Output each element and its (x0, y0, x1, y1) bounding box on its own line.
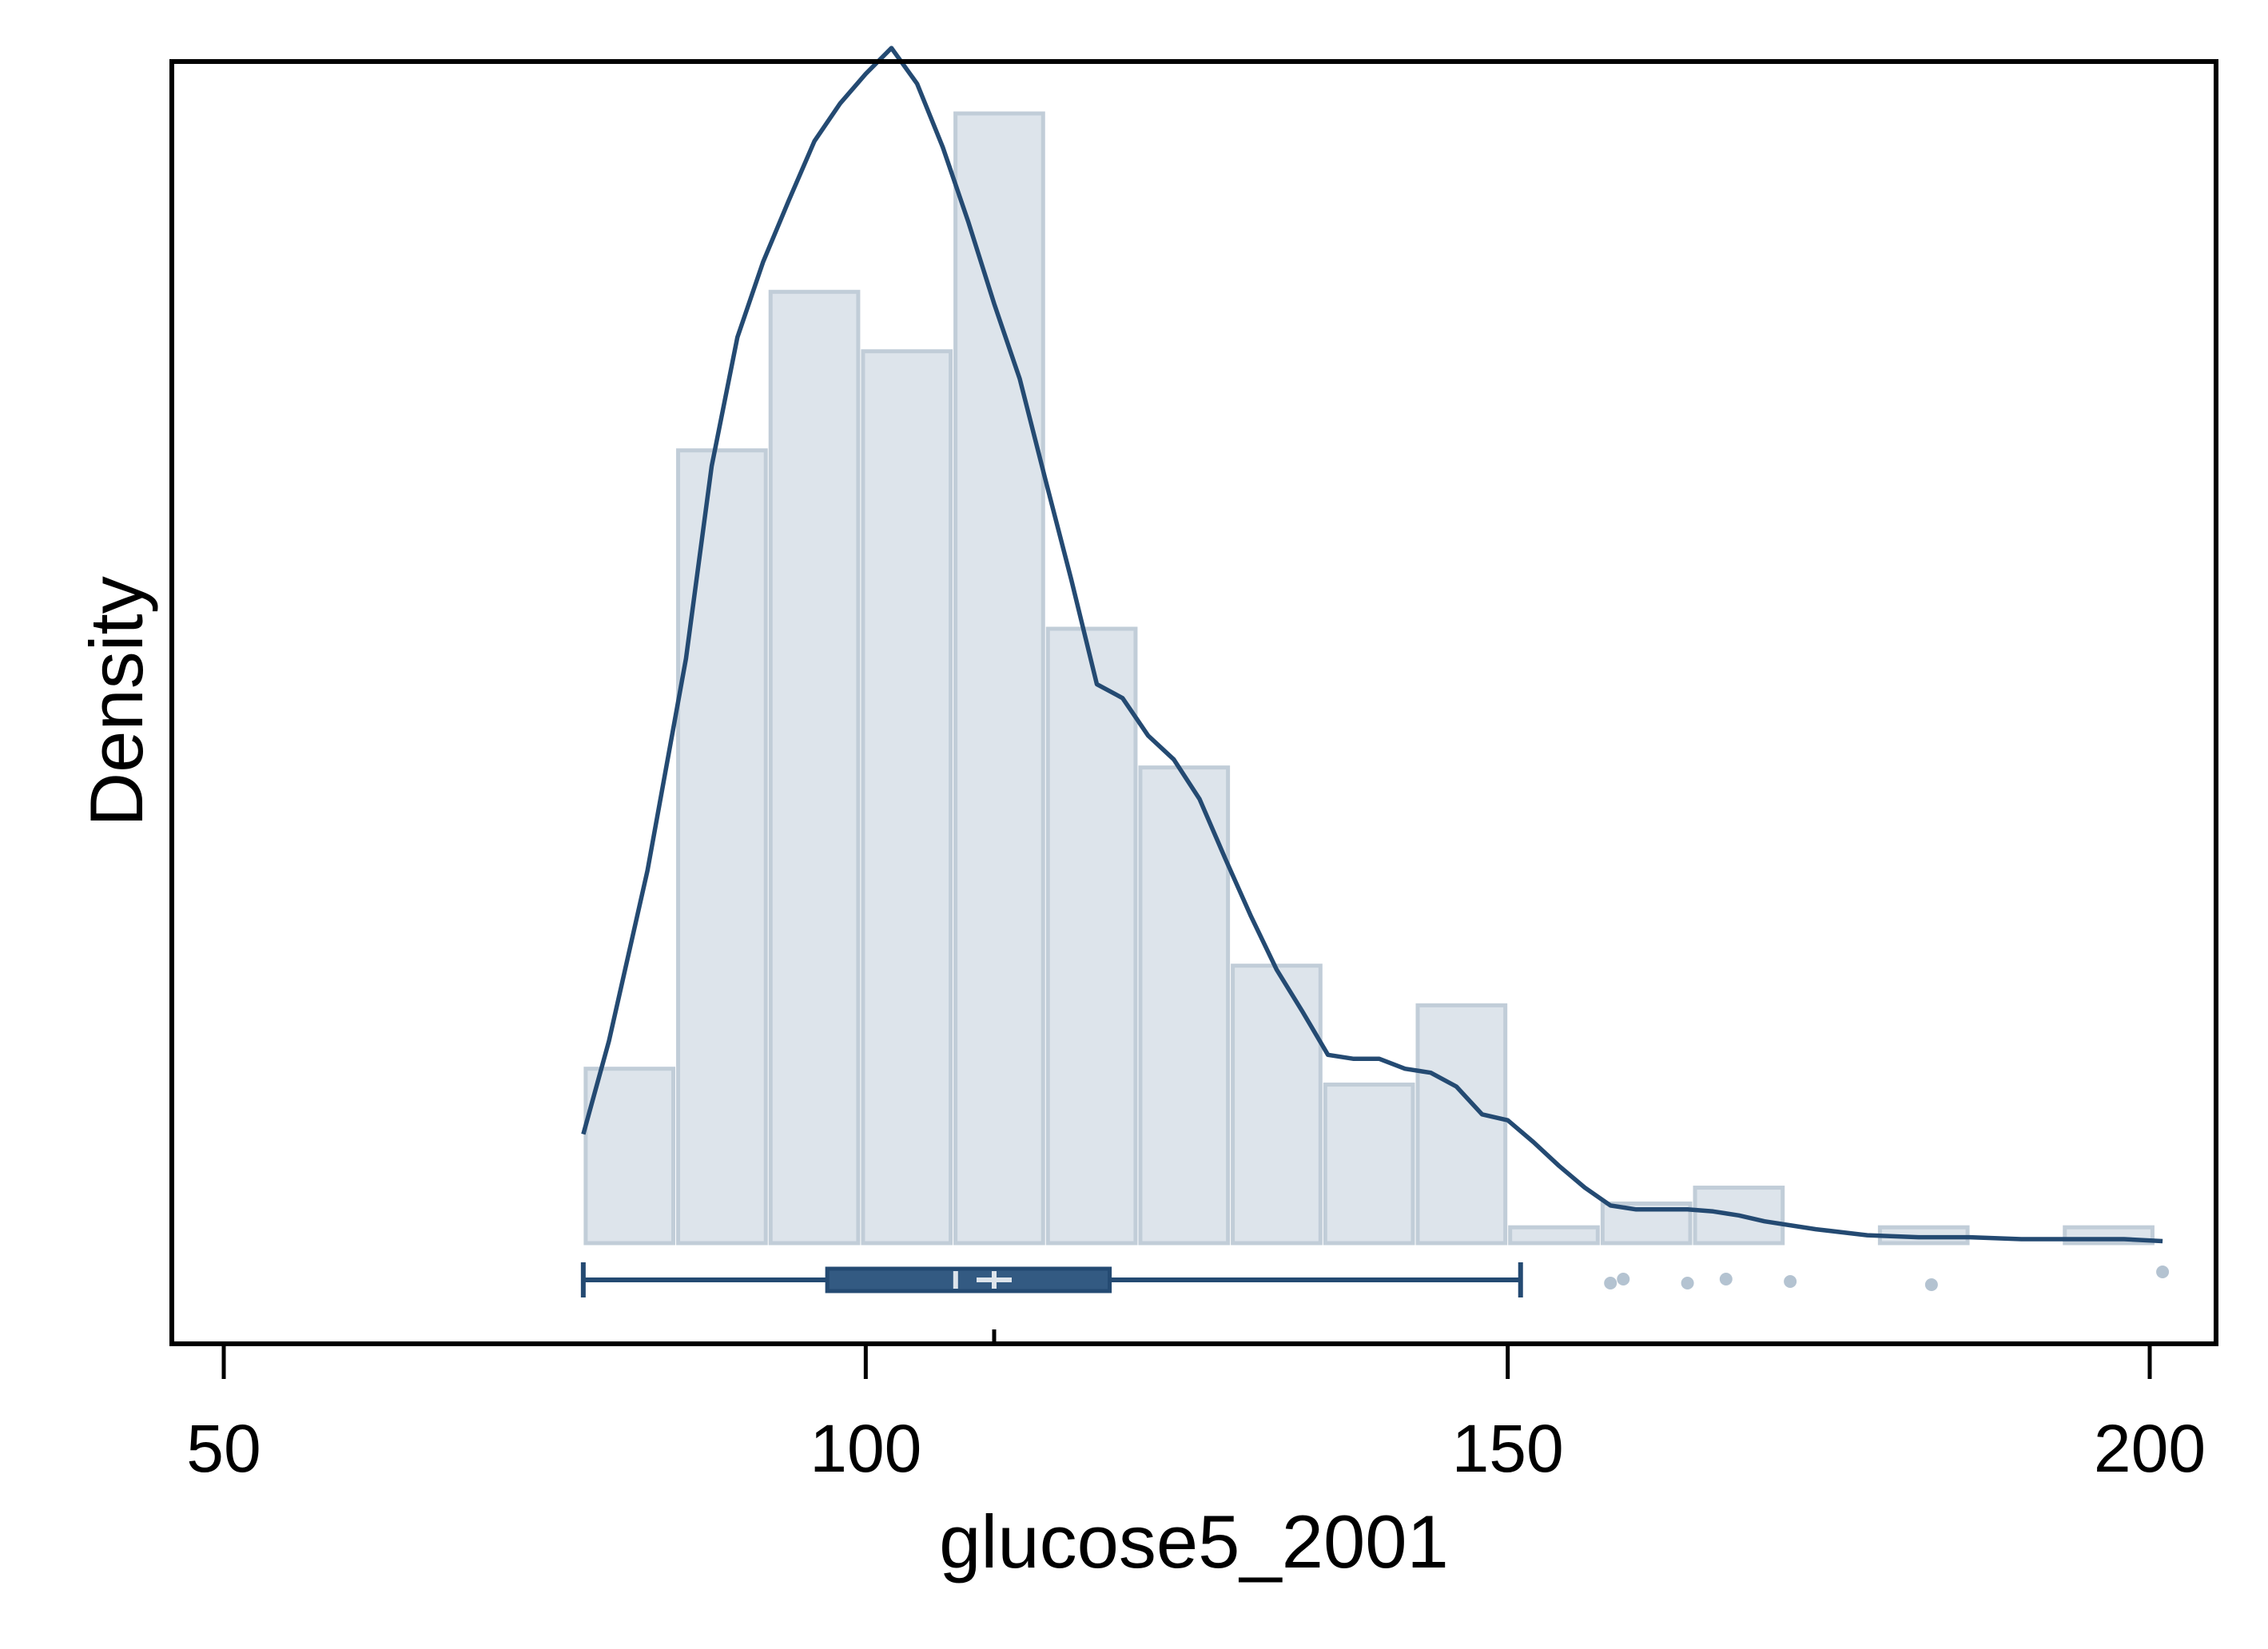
histogram-bar (676, 448, 768, 1246)
x-tick-label: 200 (2094, 1411, 2206, 1486)
x-tick-label: 100 (810, 1411, 921, 1486)
histogram-bar (1415, 1003, 1508, 1246)
outlier-point (2156, 1266, 2170, 1278)
histogram-bar (953, 111, 1045, 1246)
x-axis-label: glucose5_2001 (939, 1500, 1449, 1583)
histogram-bar (861, 349, 953, 1246)
outlier-point (1784, 1275, 1797, 1288)
outlier-point (1719, 1273, 1733, 1285)
histogram-bar (1508, 1225, 1600, 1246)
histogram-bar (1323, 1083, 1415, 1246)
histogram-bars (583, 111, 2155, 1246)
outlier-point (1604, 1277, 1617, 1289)
outlier-point (1681, 1277, 1694, 1289)
outlier-point (1924, 1278, 1938, 1291)
histogram-bar (768, 289, 861, 1246)
density-curve-line (581, 46, 2163, 1244)
x-tick-label: 50 (186, 1411, 261, 1486)
y-axis-label: Density (74, 576, 158, 826)
x-tick-label: 150 (1452, 1411, 1564, 1486)
outlier-point (1617, 1273, 1630, 1285)
plot-frame (169, 59, 2218, 1346)
iqr-box (825, 1266, 1112, 1293)
boxplot (580, 1262, 2170, 1297)
histogram-bar (1138, 765, 1231, 1246)
histogram-bar (583, 1067, 676, 1246)
histogram-bar (1045, 626, 1138, 1246)
x-axis-ticks: 50 100 150 200 (186, 1329, 2206, 1486)
histogram-bar (1231, 964, 1323, 1246)
